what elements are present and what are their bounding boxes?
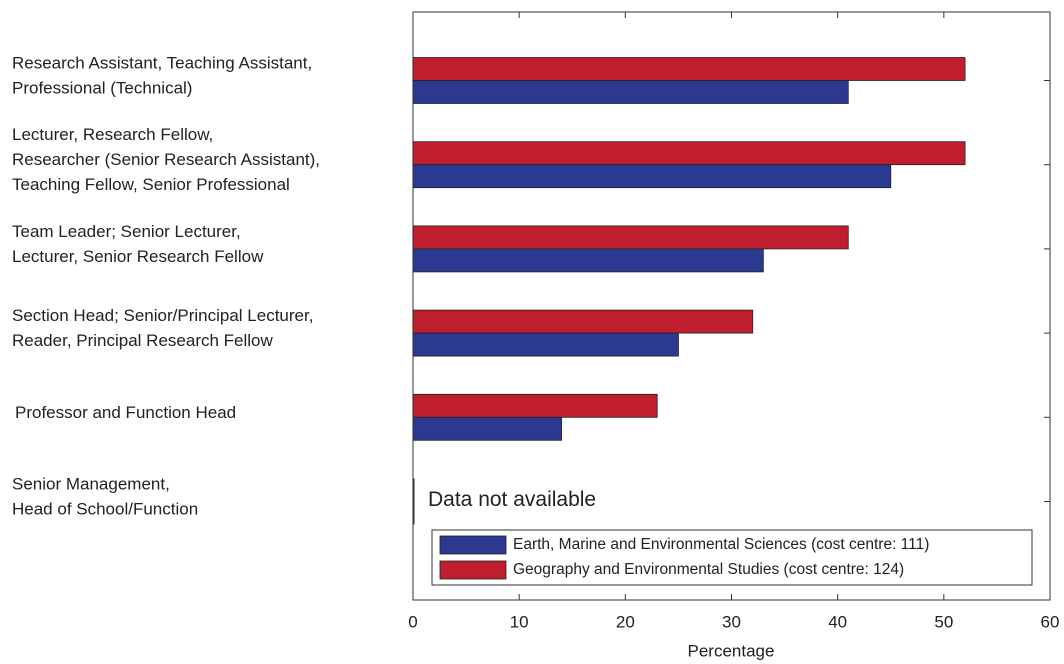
bar bbox=[412, 164, 892, 189]
x-tick-label: 60 bbox=[1041, 612, 1060, 631]
bar bbox=[412, 141, 966, 166]
legend-swatch bbox=[439, 535, 507, 555]
legend-label: Earth, Marine and Environmental Sciences… bbox=[513, 536, 929, 553]
x-tick-label: 40 bbox=[828, 612, 847, 631]
category-label: Research Assistant, Teaching Assistant, bbox=[12, 53, 312, 72]
category-label: Professional (Technical) bbox=[12, 78, 192, 97]
category-label: Teaching Fellow, Senior Professional bbox=[12, 175, 290, 194]
bar bbox=[412, 393, 658, 418]
bar bbox=[412, 225, 849, 250]
annotation: Data not available bbox=[428, 488, 596, 511]
legend-label: Geography and Environmental Studies (cos… bbox=[513, 561, 904, 578]
bar bbox=[412, 416, 563, 441]
legend-box bbox=[431, 529, 1033, 586]
x-tick-label: 50 bbox=[934, 612, 953, 631]
x-tick-label: 0 bbox=[408, 612, 417, 631]
category-label: Reader, Principal Research Fellow bbox=[12, 331, 274, 350]
category-label: Section Head; Senior/Principal Lecturer, bbox=[12, 306, 313, 325]
bar bbox=[412, 57, 966, 81]
bar bbox=[412, 248, 764, 273]
category-label: Team Leader; Senior Lecturer, bbox=[12, 222, 241, 241]
category-label: Researcher (Senior Research Assistant), bbox=[12, 150, 320, 169]
x-tick-label: 30 bbox=[722, 612, 741, 631]
category-label: Professor and Function Head bbox=[15, 403, 236, 422]
category-label: Senior Management, bbox=[12, 474, 170, 493]
x-tick-label: 20 bbox=[616, 612, 635, 631]
bar bbox=[412, 332, 679, 357]
x-axis-label: Percentage bbox=[688, 641, 775, 660]
category-label: Lecturer, Research Fellow, bbox=[12, 125, 213, 144]
x-tick-label: 10 bbox=[510, 612, 529, 631]
bar bbox=[412, 309, 754, 334]
bar bbox=[412, 80, 849, 104]
category-label: Head of School/Function bbox=[12, 499, 198, 518]
legend-swatch bbox=[439, 560, 507, 580]
category-label: Lecturer, Senior Research Fellow bbox=[12, 247, 264, 266]
